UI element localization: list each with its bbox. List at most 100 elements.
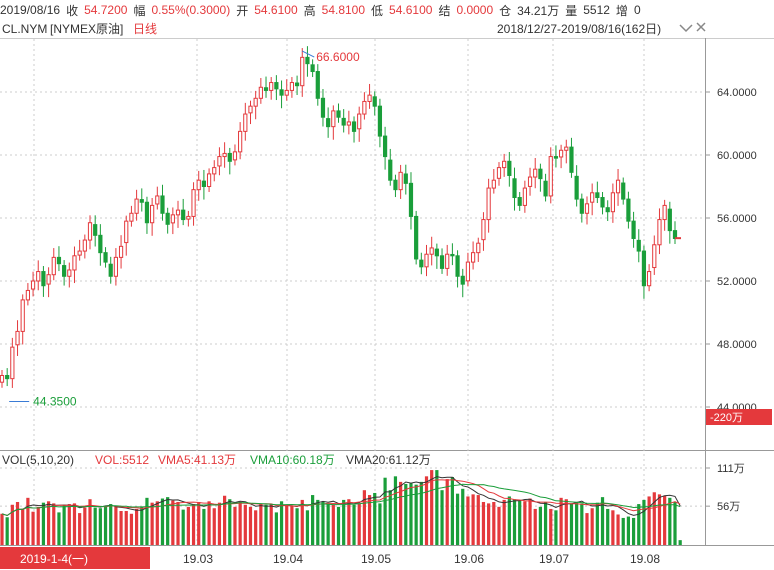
candle-body [408,182,414,217]
high-value: 54.8100 [321,3,366,17]
chevron-down-icon[interactable] [679,24,693,33]
candle-body [201,180,207,188]
price-tick-label: 60.0000 [717,150,757,162]
volume-bar [585,513,589,545]
volume-bar [274,512,278,545]
candle-body [5,375,10,380]
close-icon[interactable] [696,22,706,32]
candle-body [336,110,341,118]
candle-body [377,105,383,137]
settle-label: 结 [438,3,451,18]
volume-bar [523,501,527,545]
candle-body [548,156,553,197]
candle-body [595,192,600,199]
candle-body [144,201,150,224]
volume-bar [83,507,87,545]
volume-bar [507,496,511,545]
candle-body [0,375,5,383]
candle-body [232,151,238,161]
vma20-line [1,483,681,517]
candle-body [305,56,310,65]
candle-body [56,256,62,265]
candle-body [134,198,139,214]
volume-bar [404,483,408,545]
period-label[interactable]: 日线 [133,22,157,36]
volume-bar [543,501,548,545]
candle-body [206,173,212,187]
candle-body [533,168,538,178]
volume-bar [197,501,201,545]
price-tick-label: 52.0000 [717,276,757,288]
max-price-label: 66.6000 [316,50,360,64]
vma10-line [1,479,681,517]
candle-body [46,274,51,285]
candle-body [527,176,533,187]
volume-bar [305,510,310,545]
volume-bar [145,497,149,545]
candle-body [481,219,486,241]
volume-bar [538,506,543,545]
volume-axis-ticks: 111万 56万 [705,463,745,513]
volume-bar [611,510,615,545]
candle-body [507,160,512,176]
candle-body [434,248,439,257]
high-label: 高 [303,3,316,18]
candle-body [294,82,300,87]
candle-body [103,252,108,263]
volume-bar [93,507,97,545]
volume-bar [109,504,113,545]
volume-bar [414,484,418,545]
volume-bar [15,501,20,545]
low-value: 54.6100 [389,3,433,17]
volume-bar [512,499,517,545]
volume-bar [424,476,429,545]
open-value: 54.6100 [254,3,298,17]
candle-body [320,97,326,118]
candle-body [450,253,455,257]
volume-bar [440,490,444,545]
candle-body [30,280,36,290]
volume-bar [181,509,185,545]
volume-bar [362,490,366,545]
volume-ma-lines [1,476,681,517]
candle-body [439,255,445,269]
candle-body [465,261,471,282]
candle-body [77,250,82,256]
candle-body [253,97,258,107]
volume-bar [134,508,139,545]
volume-bar [647,496,651,545]
candle-body [62,265,67,277]
volume-bar [52,503,56,545]
price-tick-label: 48.0000 [717,339,757,351]
candle-body [522,187,527,206]
volume-bar [290,506,294,545]
volume-bar [657,494,662,545]
volume-bar [57,512,61,545]
volume-bar [409,483,413,545]
volume-bar [476,495,480,545]
volume-bar [114,506,118,545]
selected-date-label: 2019-1-4(一) [20,552,88,566]
volume-bar [254,510,258,545]
exchange-label: [NYMEX原油] [50,22,123,36]
candle-body [346,121,351,126]
volume-bars [0,470,682,545]
volume-bar [166,497,170,545]
volume-bar [217,502,222,545]
price-tick-label: 56.0000 [717,213,757,225]
close-value: 54.7200 [84,3,128,17]
volume-bar [450,477,454,545]
candle-body [424,253,429,268]
volume-bar [31,511,35,545]
volume-bar [119,511,123,545]
candle-body [641,250,647,287]
candle-body [569,146,574,173]
volume-bar [435,470,439,545]
candle-body [186,215,191,220]
low-label: 低 [371,3,384,18]
candle-body [41,271,46,287]
candle-body [382,135,388,158]
candle-body [196,179,201,191]
candle-body [191,189,196,217]
